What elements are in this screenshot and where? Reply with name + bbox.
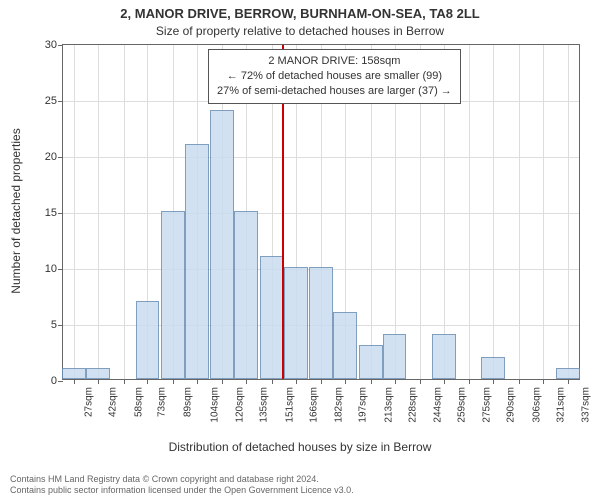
xtick-mark (493, 379, 494, 384)
histogram-bar (185, 144, 209, 379)
chart-subtitle: Size of property relative to detached ho… (0, 24, 600, 38)
gridline-v (568, 45, 569, 379)
xtick-mark (74, 379, 75, 384)
histogram-bar (62, 368, 86, 379)
histogram-bar (333, 312, 357, 379)
xtick-label: 89sqm (182, 387, 193, 417)
gridline-v (98, 45, 99, 379)
histogram-bar (309, 267, 333, 379)
gridline-v (543, 45, 544, 379)
xtick-mark (543, 379, 544, 384)
xtick-mark (395, 379, 396, 384)
xtick-mark (222, 379, 223, 384)
annotation-line-2: ← 72% of detached houses are smaller (99… (217, 69, 452, 84)
xtick-label: 321sqm (555, 387, 566, 423)
gridline-v (124, 45, 125, 379)
gridline-v (519, 45, 520, 379)
xtick-label: 135sqm (259, 387, 270, 423)
gridline-v (74, 45, 75, 379)
histogram-bar (210, 110, 234, 379)
histogram-bar (161, 211, 185, 379)
xtick-mark (321, 379, 322, 384)
ytick-label: 0 (51, 375, 63, 387)
xtick-label: 58sqm (133, 387, 144, 417)
x-axis-label: Distribution of detached houses by size … (0, 440, 600, 454)
xtick-mark (345, 379, 346, 384)
xtick-label: 275sqm (482, 387, 493, 423)
histogram-bar (359, 345, 383, 379)
histogram-bar (86, 368, 110, 379)
xtick-label: 197sqm (357, 387, 368, 423)
plot-area: 05101520253027sqm42sqm58sqm73sqm89sqm104… (62, 44, 580, 380)
xtick-label: 244sqm (432, 387, 443, 423)
annotation-line-3: 27% of semi-detached houses are larger (… (217, 84, 452, 99)
xtick-mark (296, 379, 297, 384)
ytick-label: 30 (45, 39, 63, 51)
xtick-label: 120sqm (235, 387, 246, 423)
xtick-mark (519, 379, 520, 384)
xtick-label: 104sqm (209, 387, 220, 423)
histogram-bar (432, 334, 456, 379)
xtick-label: 337sqm (581, 387, 592, 423)
xtick-label: 259sqm (456, 387, 467, 423)
histogram-bar (556, 368, 580, 379)
histogram-bar (284, 267, 308, 379)
xtick-label: 306sqm (531, 387, 542, 423)
xtick-mark (98, 379, 99, 384)
xtick-mark (469, 379, 470, 384)
footer-line-2: Contains public sector information licen… (10, 485, 354, 496)
ytick-label: 20 (45, 151, 63, 163)
chart-container: 2, MANOR DRIVE, BERROW, BURNHAM-ON-SEA, … (0, 0, 600, 500)
xtick-mark (124, 379, 125, 384)
ytick-label: 10 (45, 263, 63, 275)
xtick-mark (272, 379, 273, 384)
xtick-mark (568, 379, 569, 384)
ytick-label: 25 (45, 95, 63, 107)
xtick-label: 213sqm (383, 387, 394, 423)
attribution-footer: Contains HM Land Registry data © Crown c… (10, 474, 354, 496)
gridline-v (493, 45, 494, 379)
xtick-label: 151sqm (284, 387, 295, 423)
xtick-mark (173, 379, 174, 384)
xtick-mark (371, 379, 372, 384)
gridline-v (469, 45, 470, 379)
xtick-label: 166sqm (308, 387, 319, 423)
histogram-bar (383, 334, 407, 379)
xtick-mark (444, 379, 445, 384)
xtick-label: 182sqm (333, 387, 344, 423)
footer-line-1: Contains HM Land Registry data © Crown c… (10, 474, 354, 485)
xtick-mark (246, 379, 247, 384)
ytick-label: 5 (51, 319, 63, 331)
ytick-label: 15 (45, 207, 63, 219)
xtick-label: 42sqm (108, 387, 119, 417)
xtick-mark (420, 379, 421, 384)
xtick-label: 290sqm (506, 387, 517, 423)
xtick-label: 27sqm (84, 387, 95, 417)
histogram-bar (234, 211, 258, 379)
histogram-bar (481, 357, 505, 379)
histogram-bar (136, 301, 160, 379)
xtick-label: 73sqm (157, 387, 168, 417)
annotation-box: 2 MANOR DRIVE: 158sqm← 72% of detached h… (208, 49, 461, 104)
y-axis-label: Number of detached properties (9, 121, 23, 301)
histogram-bar (260, 256, 284, 379)
annotation-line-1: 2 MANOR DRIVE: 158sqm (217, 54, 452, 69)
xtick-label: 228sqm (407, 387, 418, 423)
xtick-mark (147, 379, 148, 384)
chart-title: 2, MANOR DRIVE, BERROW, BURNHAM-ON-SEA, … (0, 6, 600, 21)
xtick-mark (197, 379, 198, 384)
